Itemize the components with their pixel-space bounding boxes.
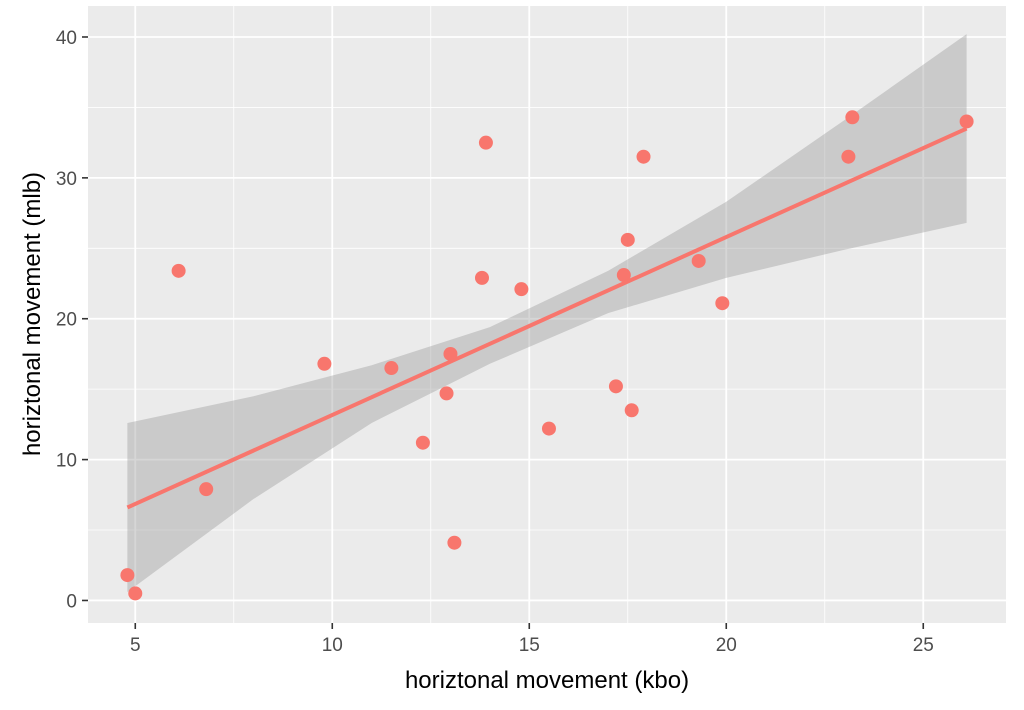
regression-line (126, 126, 968, 510)
x-tick-label: 10 (322, 635, 343, 656)
data-point (120, 568, 135, 583)
data-point (317, 356, 332, 371)
data-point (415, 435, 430, 450)
y-tick-label: 20 (56, 310, 77, 331)
data-point (959, 114, 974, 129)
data-point (171, 263, 186, 278)
data-point (620, 232, 635, 247)
x-tick-label: 20 (716, 635, 737, 656)
data-point (616, 268, 631, 283)
data-point (845, 110, 860, 125)
x-tick-label: 5 (130, 635, 141, 656)
data-point (128, 586, 143, 601)
minor-gridlines (88, 6, 1006, 623)
data-point (199, 482, 214, 497)
confidence-band (127, 34, 967, 593)
x-axis-title: horiztonal movement (kbo) (405, 667, 689, 694)
x-tick-label: 15 (519, 635, 540, 656)
y-tick-label: 10 (56, 451, 77, 472)
data-point (624, 403, 639, 418)
data-point (715, 296, 730, 311)
tick-labels: 5 10 15 20 25 0 10 20 30 40 (56, 28, 934, 656)
data-point (514, 282, 529, 297)
data-point (474, 270, 489, 285)
data-point (608, 379, 623, 394)
panel-background (88, 6, 1006, 623)
data-point (447, 535, 462, 550)
data-points (120, 110, 974, 601)
y-axis-title: horiztonal movement (mlb) (19, 172, 46, 456)
data-point (384, 361, 399, 376)
y-tick-label: 0 (66, 591, 77, 612)
y-tick-label: 40 (56, 28, 77, 49)
x-tick-label: 25 (913, 635, 934, 656)
data-point (439, 386, 454, 401)
data-point (691, 253, 706, 268)
data-point (841, 149, 856, 164)
data-point (636, 149, 651, 164)
data-point (443, 346, 458, 361)
axis-ticks (82, 36, 925, 629)
y-tick-label: 30 (56, 169, 77, 190)
data-point (478, 135, 493, 150)
data-point (541, 421, 556, 436)
major-gridlines (88, 6, 1006, 623)
